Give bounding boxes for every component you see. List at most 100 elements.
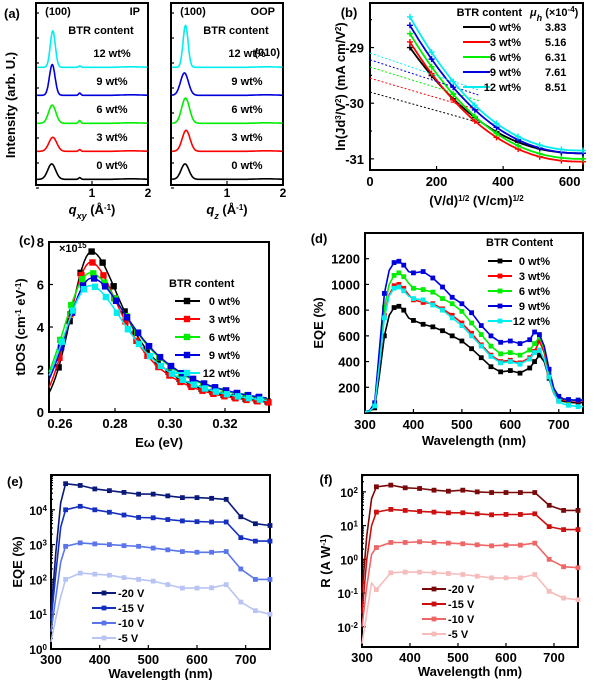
y-axis-label: tDOS (cm-1 eV-1)	[13, 278, 28, 375]
data-marker-15V	[388, 507, 394, 512]
data-marker-12wt	[536, 142, 543, 149]
data-marker-10V	[489, 543, 494, 549]
chart-panel-c: (c) 0.26 0.28 0.30 0.32 0 2 4 6 8 ×1015 Eω (eV) tDOS…	[13, 233, 272, 450]
data-marker-6wt	[558, 154, 565, 161]
data-marker-3wt	[391, 283, 397, 289]
data-marker-9wt	[517, 341, 523, 346]
fit-line-9wt	[369, 59, 480, 96]
data-marker-20V	[402, 485, 408, 491]
legend-marker-12wt	[183, 369, 191, 377]
series-line-15V	[361, 508, 578, 614]
x-axis-label: Wavelength (nm)	[418, 664, 522, 679]
legend-label-20V: -20 V	[118, 588, 145, 600]
data-marker-3wt	[450, 96, 457, 103]
panel-label: (c)	[19, 233, 35, 248]
y-tick-label: 6	[37, 278, 44, 293]
data-marker-6wt	[90, 270, 97, 277]
series-label: 3 wt%	[231, 132, 262, 144]
data-marker-5V	[136, 577, 141, 582]
data-marker-5V	[77, 570, 83, 576]
data-marker-15V	[253, 538, 258, 544]
data-marker-12wt	[537, 347, 542, 353]
data-marker-20V	[136, 491, 141, 497]
data-marker-9wt	[420, 269, 426, 274]
panel-label: (f)	[320, 472, 333, 487]
legend-marker-6wt	[497, 288, 503, 294]
data-marker-10V	[92, 541, 98, 547]
data-marker-20V	[209, 495, 214, 501]
data-marker-20V	[503, 490, 509, 495]
y-tick-label: 101	[340, 519, 358, 534]
series-label: 0 wt%	[231, 160, 262, 172]
y-axis-label: R (A W-1)	[318, 534, 333, 588]
data-marker-9wt	[200, 380, 208, 387]
legend-marker-0wt	[183, 297, 191, 305]
series-line-0wt	[364, 305, 583, 413]
data-marker-20V	[431, 487, 437, 493]
legend-title: BTR content	[457, 7, 523, 19]
data-marker-15V	[446, 510, 451, 516]
data-marker-12wt	[406, 13, 413, 20]
data-marker-6wt	[580, 155, 586, 162]
y-tick-label: 200	[338, 380, 360, 395]
y-tick-label: 104	[29, 503, 47, 518]
data-marker-12wt	[459, 323, 465, 328]
data-marker-20V	[238, 514, 244, 520]
series-label: 12 wt%	[93, 48, 131, 60]
data-marker-3wt	[56, 354, 63, 361]
data-marker-12wt	[558, 146, 565, 153]
data-marker-0wt	[507, 368, 513, 373]
series-line-9wt	[36, 63, 148, 97]
data-marker-15V	[63, 507, 68, 513]
legend-label-15V: -15 V	[118, 603, 145, 615]
data-marker-15V	[267, 538, 273, 544]
panel-label: (d)	[311, 231, 328, 246]
data-marker-9wt	[459, 301, 465, 307]
data-marker-12wt	[471, 102, 478, 109]
x-tick-label: 500	[137, 652, 159, 667]
data-marker-0wt	[121, 308, 128, 315]
data-marker-20V	[446, 488, 451, 494]
data-marker-10V	[402, 540, 408, 545]
data-marker-10V	[209, 549, 214, 555]
x-tick-label: 700	[548, 417, 570, 432]
data-marker-5V	[518, 575, 523, 581]
series-line-6wt	[36, 104, 148, 125]
data-marker-5V	[180, 585, 185, 591]
x-tick-label: 2	[145, 186, 152, 200]
x-tick-label: 600	[559, 174, 581, 189]
data-marker-20V	[417, 486, 422, 491]
y-tick-label: 1200	[331, 252, 360, 267]
series-label: 3 wt%	[96, 132, 127, 144]
y-tick-label: 400	[338, 355, 360, 370]
y-tick-label: 102	[29, 573, 47, 588]
data-marker-5V	[561, 595, 566, 601]
data-marker-10V	[107, 542, 112, 547]
data-marker-6wt	[527, 347, 533, 353]
data-marker-10V	[417, 539, 422, 545]
series-line-20V	[361, 484, 578, 594]
data-marker-10V	[474, 542, 480, 548]
x-tick-label: 700	[543, 650, 565, 665]
x-tick-label: 2	[280, 186, 287, 200]
data-marker-9wt	[430, 275, 436, 281]
data-marker-12wt	[430, 302, 436, 308]
data-marker-20V	[194, 495, 200, 501]
series-label: 6 wt%	[231, 104, 262, 116]
x-tick-label: 1	[224, 186, 231, 200]
data-marker-12wt	[135, 340, 143, 348]
legend-label-9wt: 9 wt%	[209, 350, 240, 362]
data-marker-9wt	[233, 389, 241, 397]
data-marker-0wt	[110, 283, 117, 290]
legend-label-10V: -10 V	[448, 614, 475, 626]
data-marker-20V	[460, 487, 466, 493]
data-marker-12wt	[146, 352, 154, 360]
data-marker-9wt	[112, 297, 120, 305]
data-marker-3wt	[420, 300, 426, 305]
y-tick-label: 2	[37, 363, 44, 378]
data-marker-6wt	[406, 30, 413, 37]
data-marker-3wt	[122, 318, 129, 325]
data-marker-12wt	[440, 307, 445, 313]
legend-label-12wt: 12 wt%	[484, 82, 522, 94]
data-marker-15V	[136, 515, 141, 520]
